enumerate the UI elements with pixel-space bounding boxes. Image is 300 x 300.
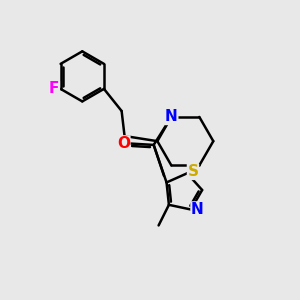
Text: F: F <box>49 81 59 96</box>
Text: N: N <box>165 110 178 124</box>
Text: N: N <box>191 202 204 217</box>
Text: S: S <box>188 164 199 179</box>
Text: O: O <box>117 136 130 151</box>
